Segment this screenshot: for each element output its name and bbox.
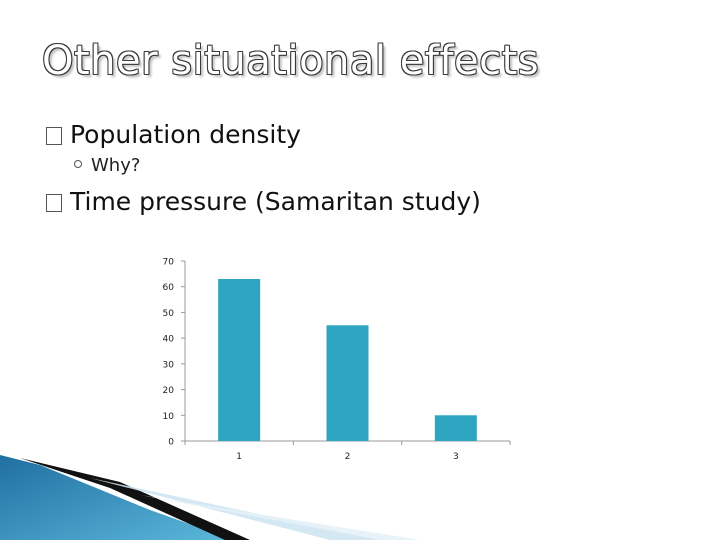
- slide-title: Other situational effects: [42, 38, 540, 84]
- bar: [218, 279, 261, 441]
- square-bullet-icon: [46, 194, 62, 212]
- bullet-time-pressure: Time pressure (Samaritan study): [46, 187, 481, 216]
- x-tick-label: 3: [453, 452, 459, 462]
- y-tick-label: 60: [163, 283, 175, 293]
- y-tick-label: 40: [163, 335, 175, 345]
- y-tick-label: 50: [163, 309, 175, 319]
- y-tick-label: 0: [168, 438, 174, 448]
- y-tick-label: 10: [163, 412, 175, 422]
- sub-bullet-text: Why?: [91, 155, 141, 176]
- y-tick-label: 30: [163, 360, 175, 370]
- sub-bullet-why: Why?: [74, 155, 140, 176]
- circle-bullet-icon: [74, 160, 82, 168]
- y-tick-label: 20: [163, 386, 175, 396]
- x-tick-label: 2: [345, 452, 351, 462]
- bullet-population-density: Population density: [46, 120, 301, 149]
- bar: [434, 415, 477, 441]
- x-tick-label: 1: [236, 452, 242, 462]
- bullet-text: Time pressure (Samaritan study): [70, 187, 481, 216]
- bar: [326, 325, 369, 441]
- bullet-text: Population density: [70, 120, 301, 149]
- y-tick-label: 70: [163, 258, 175, 268]
- square-bullet-icon: [46, 127, 62, 145]
